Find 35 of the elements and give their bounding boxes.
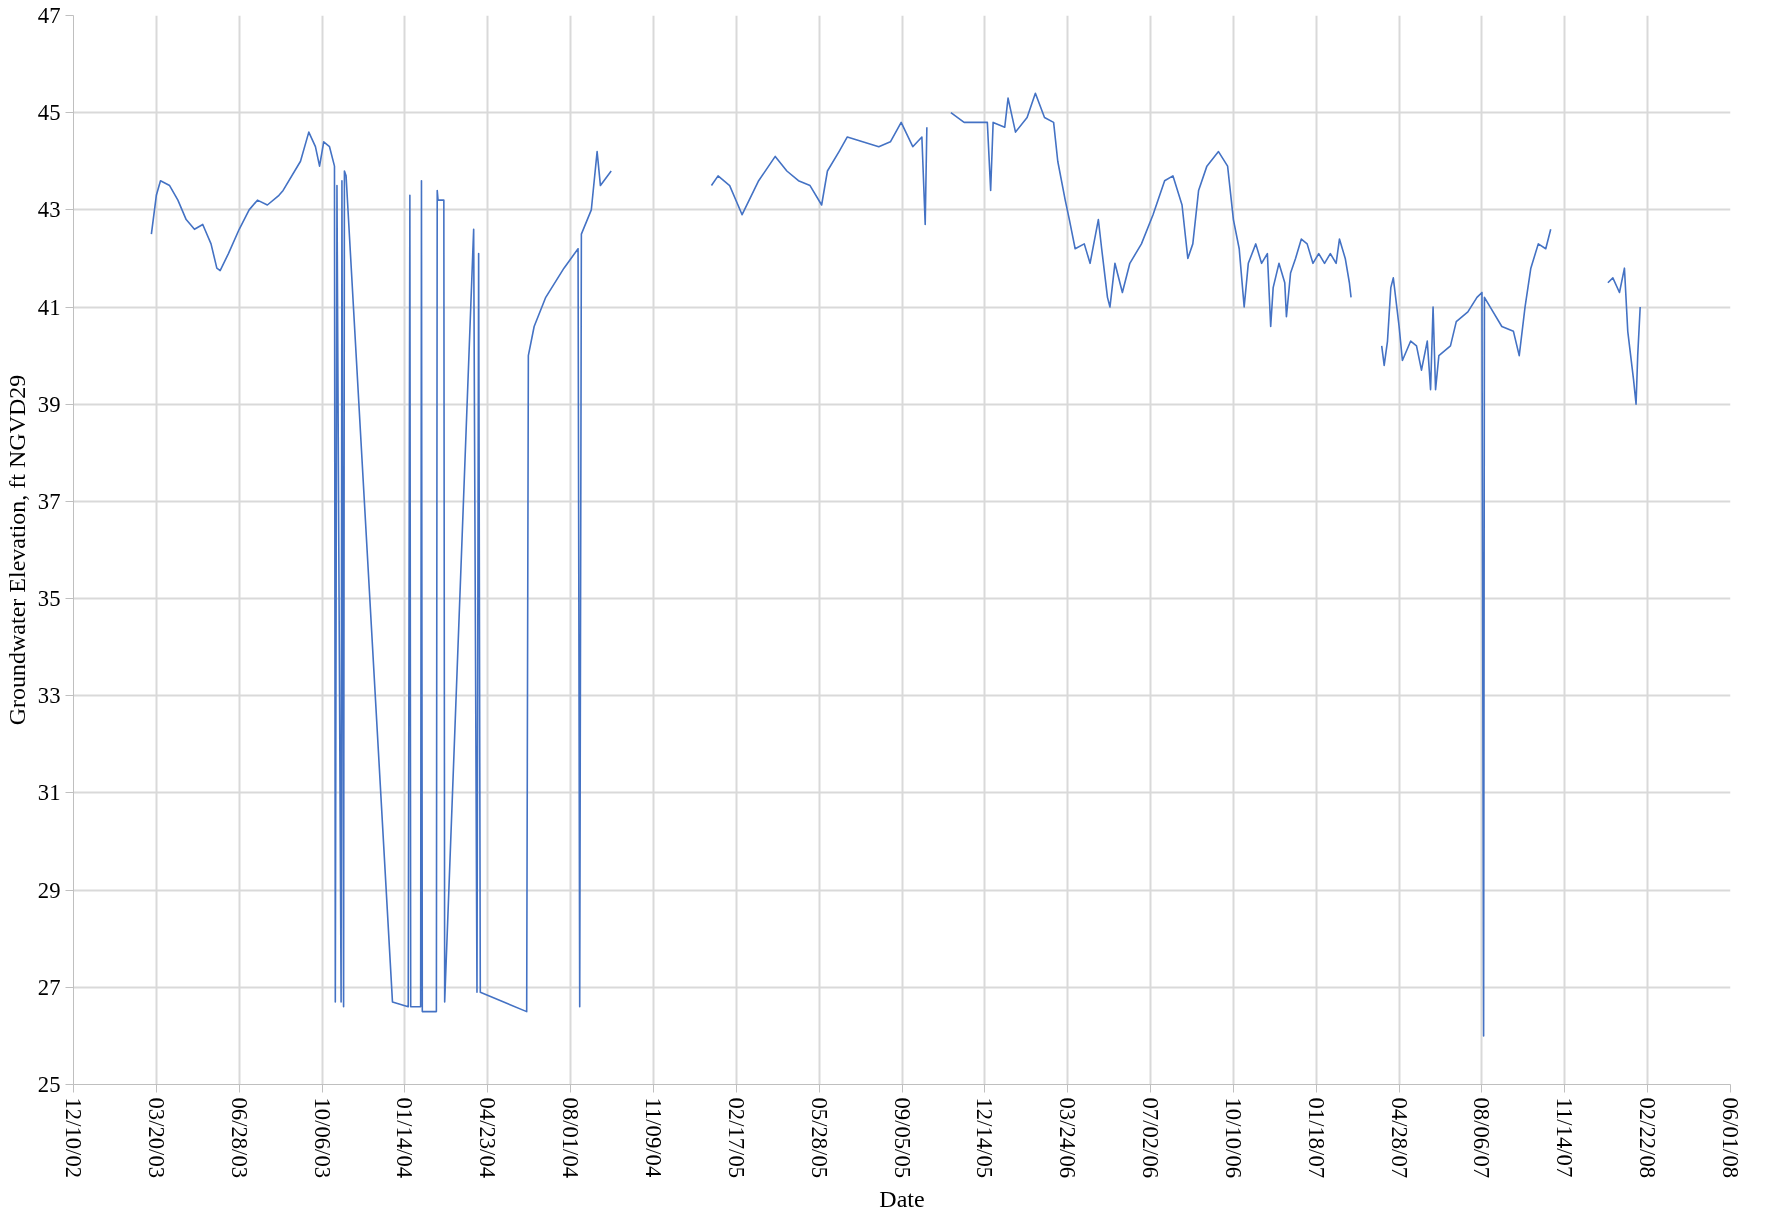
x-tick-label: 12/10/02 bbox=[61, 1097, 86, 1179]
x-tick-label: 05/28/05 bbox=[806, 1097, 832, 1179]
x-tick-label: 01/14/04 bbox=[392, 1097, 418, 1179]
y-tick-label: 37 bbox=[37, 488, 61, 514]
x-tick-label: 06/28/03 bbox=[226, 1097, 252, 1179]
x-tick-label: 08/01/04 bbox=[558, 1097, 584, 1179]
x-tick-label: 10/06/03 bbox=[309, 1097, 335, 1179]
x-tick-label: 11/14/07 bbox=[1552, 1097, 1578, 1178]
y-tick-label: 39 bbox=[37, 391, 61, 417]
x-tick-label: 06/01/08 bbox=[1718, 1097, 1743, 1179]
x-tick-label: 11/09/04 bbox=[640, 1097, 666, 1178]
y-tick-label: 29 bbox=[37, 877, 61, 903]
y-tick-label: 41 bbox=[37, 294, 61, 320]
x-tick-label: 12/14/05 bbox=[972, 1097, 998, 1179]
y-tick-label: 31 bbox=[37, 780, 61, 806]
y-tick-label: 43 bbox=[37, 197, 61, 223]
x-tick-label: 08/06/07 bbox=[1469, 1097, 1495, 1179]
y-tick-label: 25 bbox=[37, 1072, 61, 1097]
y-axis-title: Groundwater Elevation, ft NGVD29 bbox=[3, 374, 30, 726]
x-axis-title: Date bbox=[879, 1186, 925, 1213]
x-tick-label: 04/28/07 bbox=[1386, 1097, 1412, 1179]
y-tick-label: 35 bbox=[37, 586, 61, 612]
y-tick-label: 33 bbox=[37, 683, 61, 709]
x-tick-label: 02/17/05 bbox=[723, 1097, 749, 1179]
x-tick-label: 09/05/05 bbox=[889, 1097, 915, 1179]
y-tick-label: 47 bbox=[37, 3, 61, 28]
y-tick-label: 27 bbox=[37, 974, 61, 1000]
x-tick-label: 04/23/04 bbox=[475, 1097, 501, 1179]
x-tick-label: 01/18/07 bbox=[1303, 1097, 1329, 1179]
x-tick-label: 10/10/06 bbox=[1220, 1097, 1246, 1179]
y-tick-label: 45 bbox=[37, 100, 61, 126]
x-tick-label: 03/24/06 bbox=[1055, 1097, 1081, 1179]
x-tick-label: 07/02/06 bbox=[1138, 1097, 1164, 1179]
x-tick-label: 03/20/03 bbox=[143, 1097, 169, 1179]
x-tick-label: 02/22/08 bbox=[1635, 1097, 1661, 1179]
